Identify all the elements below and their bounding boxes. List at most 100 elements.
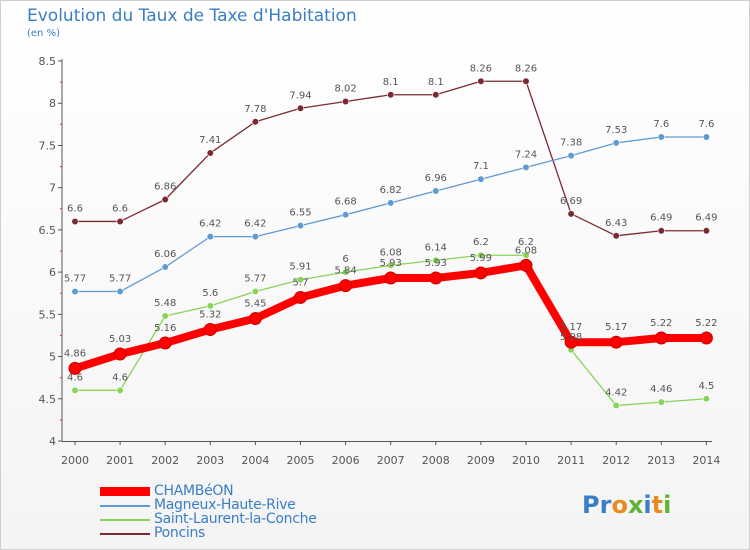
data-point-0 [654, 331, 668, 345]
data-point-2 [342, 268, 350, 276]
x-tick-label: 2001 [106, 454, 134, 467]
data-label-1: 6.42 [199, 219, 221, 230]
data-label-0: 5.16 [154, 323, 176, 334]
data-label-3: 8.1 [383, 77, 399, 88]
data-label-3: 6.43 [605, 218, 627, 229]
legend-label-poncins: Poncins [154, 525, 206, 541]
data-label-2: 6.08 [380, 247, 402, 258]
data-point-2 [116, 386, 124, 394]
data-label-0: 5.7 [293, 277, 309, 288]
data-point-3 [296, 104, 305, 112]
data-label-0: 4.86 [64, 348, 86, 359]
data-point-2 [296, 276, 305, 284]
data-point-0 [294, 290, 307, 304]
data-point-1 [702, 133, 711, 141]
data-label-3: 8.26 [515, 63, 537, 74]
data-point-1 [161, 263, 169, 271]
data-point-0 [474, 266, 488, 280]
data-point-3 [612, 232, 620, 240]
data-label-0: 5.84 [334, 266, 356, 277]
data-label-2: 4.46 [650, 384, 672, 395]
data-point-1 [342, 211, 350, 219]
data-point-3 [71, 217, 79, 226]
data-point-1 [612, 139, 620, 147]
data-label-2: 5.08 [560, 332, 582, 343]
legend-swatch-saint-laurent [100, 519, 150, 521]
data-label-3: 7.78 [244, 104, 266, 115]
data-point-3 [387, 91, 395, 99]
data-label-0: 5.45 [244, 299, 266, 310]
data-label-0: 5.17 [560, 322, 582, 333]
data-point-0 [203, 323, 217, 337]
data-point-3 [522, 77, 530, 85]
series-line-3 [74, 80, 708, 237]
data-label-2: 5.77 [244, 274, 266, 285]
y-tick-label: 7 [49, 182, 56, 195]
data-point-3 [251, 118, 259, 126]
x-tick-label: 2004 [241, 454, 269, 467]
data-label-3: 8.02 [334, 84, 356, 95]
y-tick-label: 4 [49, 435, 56, 448]
data-point-3 [342, 97, 350, 106]
data-point-0 [384, 271, 398, 285]
data-point-1 [71, 287, 79, 296]
data-label-2: 4.6 [112, 372, 128, 383]
data-label-3: 6.6 [67, 203, 83, 214]
data-point-2 [522, 251, 530, 259]
data-point-0 [158, 336, 172, 350]
chart-unit-subtitle: (en %) [27, 28, 60, 39]
data-label-1: 7.53 [605, 125, 627, 136]
data-point-0 [113, 347, 127, 361]
x-tick-label: 2009 [467, 454, 495, 467]
data-label-0: 5.22 [650, 318, 672, 329]
logo-letter: i [643, 491, 652, 519]
logo-letter: i [663, 491, 672, 519]
data-label-2: 5.6 [202, 288, 218, 299]
data-label-3: 8.1 [428, 77, 444, 88]
data-label-0: 5.03 [109, 334, 131, 345]
data-point-1 [387, 199, 395, 207]
legend-label-chambeon: CHAMBéON [154, 483, 234, 499]
logo-letter: P [582, 491, 600, 519]
data-point-2 [251, 287, 259, 296]
legend-swatch-chambeon [100, 487, 150, 496]
x-tick-label: 2003 [196, 454, 224, 467]
logo-letter: t [651, 491, 664, 519]
data-label-3: 6.6 [112, 203, 128, 214]
data-point-1 [522, 163, 530, 171]
data-label-3: 6.49 [650, 213, 672, 224]
data-label-1: 7.6 [698, 119, 714, 130]
data-point-3 [116, 217, 124, 226]
data-label-1: 6.06 [154, 249, 176, 260]
data-label-2: 5.48 [154, 298, 176, 309]
y-tick-label: 5 [49, 351, 56, 364]
chart-title: Evolution du Taux de Taxe d'Habitation [27, 6, 357, 26]
data-label-3: 6.49 [695, 213, 717, 224]
data-label-0: 5.93 [380, 258, 402, 269]
legend-label-magneux: Magneux-Haute-Rive [154, 497, 296, 513]
y-tick-label: 6 [49, 266, 56, 279]
data-point-3 [432, 91, 440, 99]
data-label-1: 6.82 [380, 185, 402, 196]
data-point-0 [609, 335, 623, 349]
x-tick-label: 2000 [61, 454, 89, 467]
y-tick-label: 8.5 [39, 55, 57, 68]
data-point-2 [71, 386, 79, 394]
data-label-3: 8.26 [470, 63, 492, 74]
data-point-0 [699, 331, 713, 345]
data-point-1 [206, 233, 214, 241]
data-point-1 [477, 175, 485, 183]
data-point-1 [116, 287, 124, 296]
data-label-2: 6.2 [518, 237, 534, 248]
data-label-2: 6.14 [425, 242, 447, 253]
x-tick-label: 2014 [692, 454, 720, 467]
data-label-2: 6 [342, 254, 348, 265]
data-label-0: 6.08 [515, 245, 537, 256]
data-point-1 [432, 187, 440, 195]
legend-swatch-poncins [100, 533, 150, 535]
logo-letter: o [611, 491, 628, 519]
data-label-2: 4.5 [698, 381, 714, 392]
data-label-0: 5.17 [605, 322, 627, 333]
